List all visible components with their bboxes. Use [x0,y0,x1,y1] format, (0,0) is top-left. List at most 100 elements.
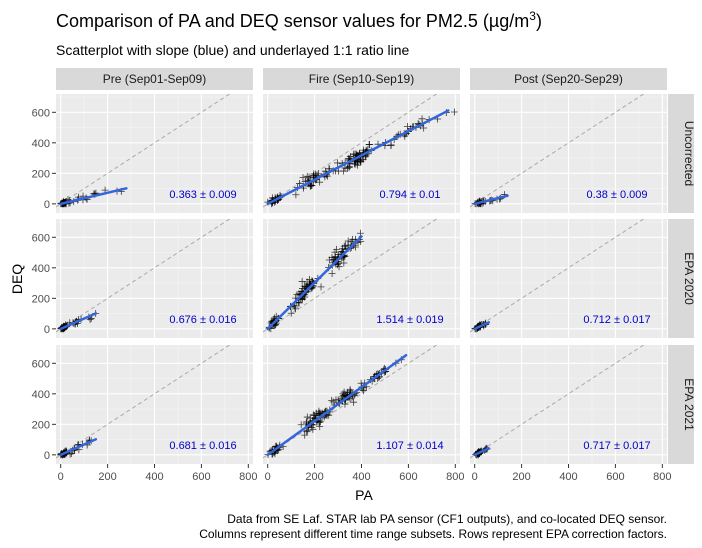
panel-plot-area [56,94,231,208]
x-axis-label: PA [355,487,373,503]
data-point [303,428,311,436]
data-point [333,159,341,167]
panel: 1.514 ± 0.019 [263,219,460,338]
x-tick-label: 400 [145,471,163,483]
data-point [387,141,395,149]
y-tick-label: 400 [32,263,50,275]
x-tick-label: 0 [265,471,271,483]
panels-layer: Pre (Sep01-Sep09) Fire (Sep10-Sep19) Post … [32,68,696,483]
data-point [292,305,300,313]
chart-subtitle: Scatterplot with slope (blue) and underl… [56,42,410,58]
y-tick-label: 600 [32,232,50,244]
row-strip [668,219,694,338]
x-tick-label: 800 [446,471,464,483]
data-point [450,108,458,116]
x-tick-label: 0 [472,471,478,483]
fit-line [59,312,98,331]
slope-annotation: 0.363 ± 0.009 [169,189,236,201]
data-point [287,309,295,317]
data-point [297,421,305,429]
y-tick-label: 600 [32,107,50,119]
x-tick-label: 800 [239,471,257,483]
y-tick-label: 600 [32,358,50,370]
fit-line [473,447,491,457]
data-point [316,423,324,431]
x-tick-label: 800 [653,471,671,483]
slope-annotation: 0.38 ± 0.009 [586,189,647,201]
panel: 0.681 ± 0.016 [56,345,253,464]
data-point [343,165,351,173]
row-strip-label: EPA 2020 [682,252,696,305]
slope-annotation: 1.107 ± 0.014 [376,440,443,452]
y-tick-label: 0 [44,450,50,462]
y-tick-label: 200 [32,293,50,305]
x-tick-label: 400 [352,471,370,483]
data-point [325,256,333,264]
row-strip-label: Uncorrected [682,121,696,186]
data-point [328,396,336,404]
column-strip-label: Fire (Sep10-Sep19) [309,72,414,86]
row-strip [668,94,694,213]
x-tick-label: 200 [98,471,116,483]
slope-annotation: 1.514 ± 0.019 [376,314,443,326]
panel-plot-area [263,94,458,208]
row-strip [668,345,694,464]
panel-plot-area [470,219,645,333]
fit-line [59,187,128,206]
data-point [298,277,306,285]
x-tick-label: 200 [305,471,323,483]
data-point [303,172,311,180]
panel: 1.107 ± 0.014 [263,345,460,464]
data-point [317,283,325,291]
data-point [352,150,360,158]
panel-plot-area [470,345,645,459]
data-point [365,141,373,149]
slope-annotation: 0.717 ± 0.017 [583,440,650,452]
y-tick-label: 400 [32,138,50,150]
column-strip [263,68,460,90]
slope-annotation: 0.712 ± 0.017 [583,314,650,326]
column-strip-label: Pre (Sep01-Sep09) [103,72,206,86]
fit-line [266,353,408,457]
row-strip-label: EPA 2021 [682,378,696,431]
x-tick-label: 400 [559,471,577,483]
data-point [302,419,310,427]
data-point [270,314,278,322]
data-point [329,398,337,406]
x-tick-label: 600 [399,471,417,483]
x-tick-label: 0 [58,471,64,483]
slope-annotation: 0.681 ± 0.016 [169,440,236,452]
data-point [295,179,303,187]
data-point [303,413,311,421]
panel: 0.363 ± 0.009 [56,94,253,213]
data-point [356,229,364,237]
fit-line [266,109,450,206]
panel-plot-area [56,345,231,459]
column-strip [470,68,667,90]
data-point [333,261,341,269]
y-tick-label: 0 [44,324,50,336]
x-tick-label: 600 [192,471,210,483]
panel: 0.712 ± 0.017 [470,219,667,338]
data-point [345,163,353,171]
panel: 0.38 ± 0.009 [470,94,667,213]
data-point [295,290,303,298]
caption-line-1: Data from SE Laf. STAR lab PA sensor (CF… [227,512,667,526]
x-tick-label: 200 [512,471,530,483]
chart-title: Comparison of PA and DEQ sensor values f… [56,9,542,31]
data-point [349,398,357,406]
data-point [299,174,307,182]
data-point [333,245,341,253]
data-point [315,419,323,427]
panel: 0.717 ± 0.017 [470,345,667,464]
panel: 0.794 ± 0.01 [263,94,460,213]
panel-plot-area [56,219,231,333]
data-point [403,122,411,130]
slope-annotation: 0.794 ± 0.01 [379,189,440,201]
data-point [418,115,426,123]
column-strip [56,68,253,90]
data-point [334,396,342,404]
data-point [301,283,309,291]
data-point [351,243,359,251]
